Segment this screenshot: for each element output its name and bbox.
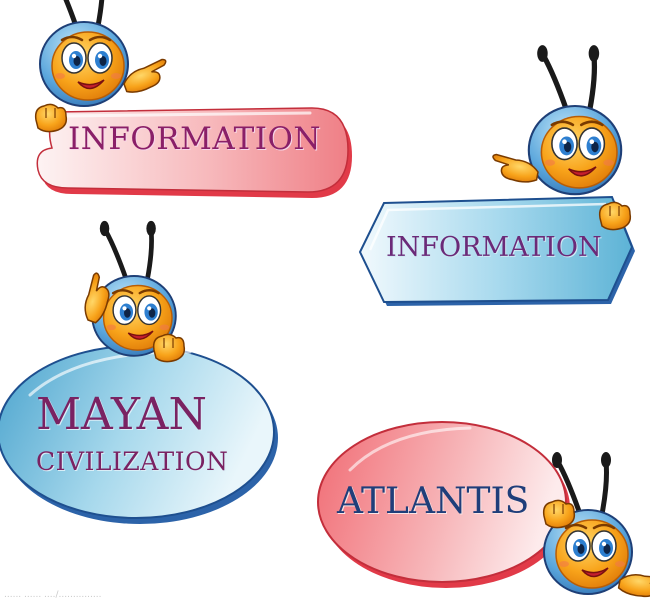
banner-left-oval	[0, 345, 278, 524]
oval-label-mayan: MAYAN	[36, 389, 207, 440]
banner-label-information-2: INFORMATION	[386, 232, 602, 263]
oval-label-atlantis: ATLANTIS	[337, 481, 530, 522]
oval-label-civilization: CIVILIZATION	[36, 447, 229, 476]
bee-icon-top-left	[40, 0, 128, 106]
bee-icon-right	[529, 45, 621, 194]
watermark-text: ...... ...... ..../...............	[4, 590, 102, 600]
banner-bottom-right-oval	[317, 421, 570, 588]
bee-paw-icon	[598, 201, 632, 231]
bee-paw-icon	[152, 333, 186, 363]
banner-right	[358, 195, 635, 306]
bee-paw-icon	[542, 499, 576, 529]
banner-label-information-1: INFORMATION	[68, 121, 322, 157]
bee-paw-icon	[34, 103, 68, 133]
banner-top-left	[36, 107, 352, 198]
